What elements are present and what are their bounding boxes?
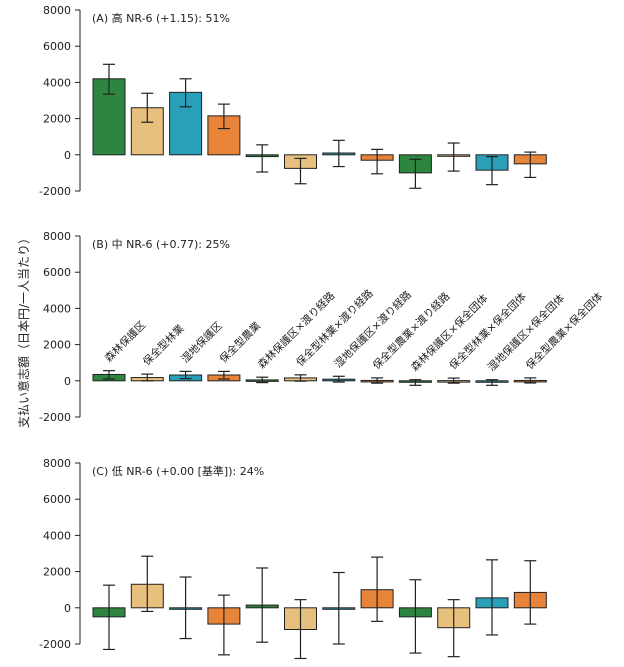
panel-title-c: (C) 低 NR-6 (+0.00 [基準]): 24% [92,464,264,478]
panel-title-b: (B) 中 NR-6 (+0.77): 25% [92,238,230,251]
y-tick-label-b: 8000 [43,230,71,243]
y-tick-label-c: 6000 [43,493,71,506]
y-tick-label-b: 6000 [43,266,71,279]
y-tick-label-a: 2000 [43,113,71,126]
y-tick-label-c: -2000 [39,638,71,651]
panel-title-a: (A) 高 NR-6 (+1.15): 51% [92,11,230,25]
y-tick-label-a: 0 [64,149,71,162]
y-tick-label-c: 4000 [43,529,71,542]
category-label-1: 森林保護区 [102,318,148,364]
y-tick-label-c: 8000 [43,457,71,470]
y-tick-label-a: 4000 [43,76,71,89]
y-tick-label-a: 6000 [43,40,71,53]
category-label-8: 保全型農業×渡り経路 [370,289,453,372]
panel-a: -2000 0 2000 4000 6000 8000 (A) 高 NR-6 (+1.15)… [39,4,547,198]
panel-b: -2000 0 2000 4000 6000 8000 (B) 中 NR-6 (+0.77)… [39,230,606,424]
y-tick-label-b: 2000 [43,339,71,352]
y-tick-label-c: 2000 [43,566,71,579]
y-tick-label-b: 4000 [43,302,71,315]
y-tick-label-a: -2000 [39,185,71,198]
y-tick-label-b: -2000 [39,411,71,424]
y-tick-label-b: 0 [64,375,71,388]
y-tick-label-a: 8000 [43,4,71,17]
category-label-7: 湿地保護区×渡り経路 [332,288,415,371]
y-axis-label: 支払い意志額（日本円/一人当たり） [16,232,31,428]
panel-c: -2000 0 2000 4000 6000 8000 (C) 低 NR-6 (+0.00 … [39,457,547,660]
y-tick-label-c: 0 [64,602,71,615]
category-label-4: 保全型農業 [217,319,264,366]
